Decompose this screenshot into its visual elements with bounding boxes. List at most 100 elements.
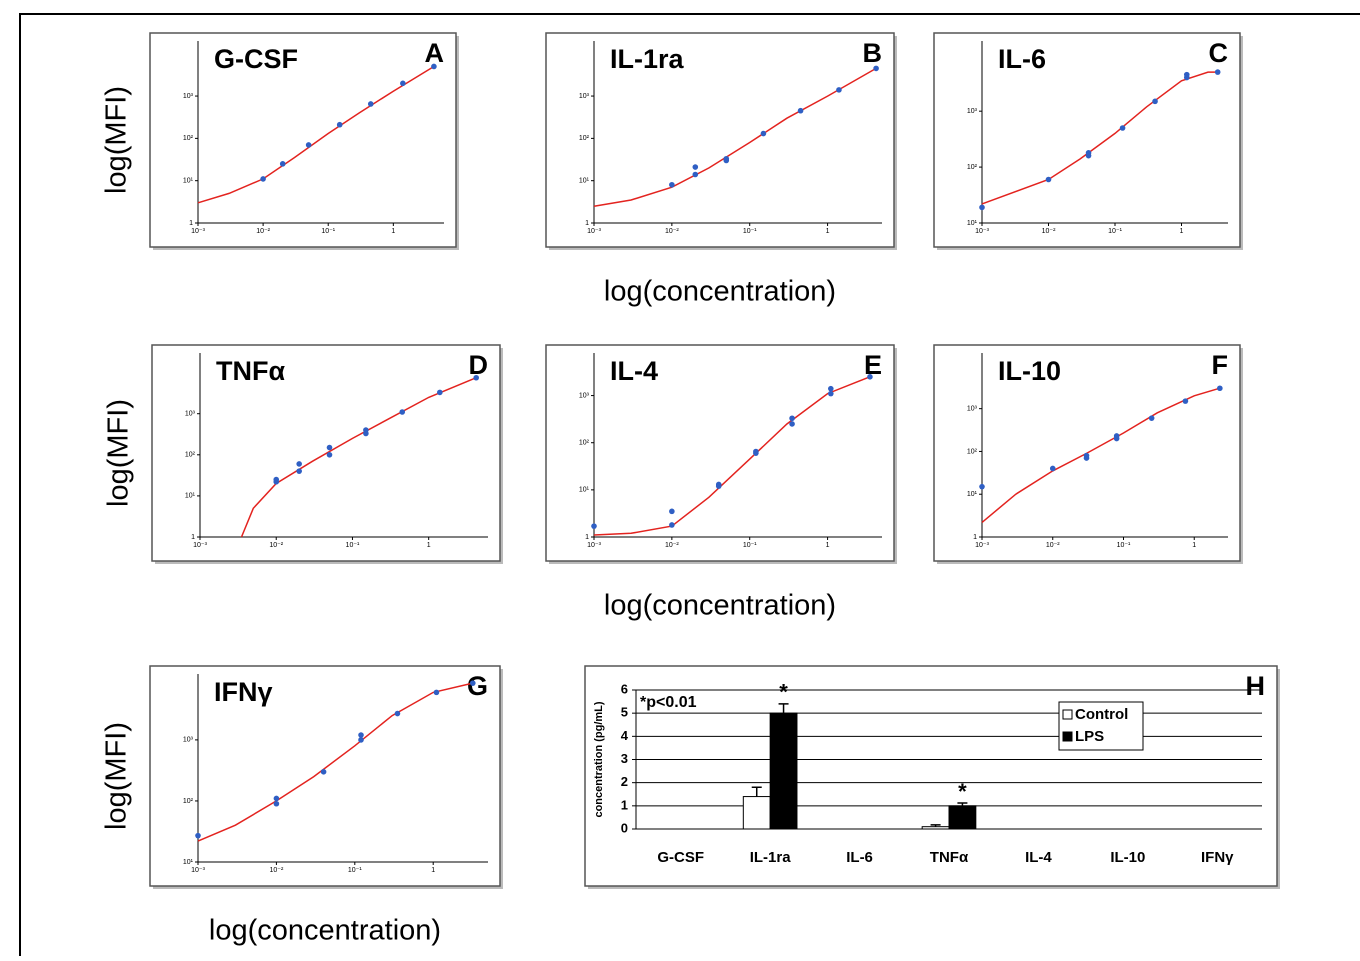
- bar: [948, 805, 977, 830]
- x-tick-label: 10⁻¹: [743, 542, 757, 549]
- x-tick-label: 10⁻³: [191, 867, 205, 874]
- data-point: [1113, 433, 1120, 439]
- y-tick-label: 5: [621, 705, 628, 720]
- data-point: [358, 732, 364, 738]
- y-tick-label: 1: [585, 220, 589, 227]
- data-point: [394, 710, 401, 717]
- panel-frame: [545, 344, 895, 562]
- data-point: [867, 374, 873, 380]
- x-axis-label: log(concentration): [604, 276, 836, 308]
- y-tick-label: 3: [621, 751, 628, 766]
- panel-frame: [545, 32, 895, 248]
- x-tick-label: 10⁻²: [269, 542, 283, 549]
- fit-curve: [240, 377, 477, 538]
- x-tick-label: TNFα: [930, 849, 969, 866]
- x-tick-label: 10⁻¹: [1117, 542, 1131, 549]
- data-point: [336, 121, 343, 128]
- data-point: [195, 832, 201, 839]
- data-point: [723, 155, 730, 162]
- fit-curve: [593, 376, 871, 536]
- x-tick-label: IFNγ: [1201, 849, 1234, 866]
- data-point: [363, 427, 369, 433]
- data-point: [797, 107, 804, 114]
- y-axis-label: log(MFI): [101, 722, 133, 830]
- data-point: [692, 164, 699, 170]
- x-tick-label: 1: [431, 867, 435, 874]
- x-tick-label: 10⁻³: [975, 542, 989, 549]
- data-point: [367, 101, 374, 107]
- legend-swatch: [1062, 709, 1073, 720]
- panel-letter: F: [1212, 350, 1229, 380]
- y-tick-label: 10¹: [967, 220, 978, 227]
- y-tick-label: 10³: [967, 108, 978, 115]
- y-tick-label: 10²: [579, 440, 590, 447]
- data-point: [1152, 98, 1158, 105]
- panel-letter: D: [469, 350, 489, 380]
- data-point: [828, 385, 834, 392]
- data-point: [273, 795, 280, 802]
- data-point: [273, 800, 280, 807]
- y-tick-label: 10³: [967, 406, 978, 413]
- x-tick-label: 10⁻²: [1046, 542, 1060, 549]
- y-tick-label: 0: [621, 820, 628, 835]
- legend-swatch: [1062, 731, 1073, 742]
- y-tick-label: 10²: [185, 452, 196, 459]
- x-tick-label: 10⁻¹: [346, 542, 360, 549]
- y-tick-label: 1: [621, 797, 628, 812]
- data-point: [305, 142, 312, 148]
- data-point: [400, 80, 406, 87]
- y-tick-label: 1: [189, 220, 193, 227]
- data-point: [1217, 385, 1223, 392]
- y-tick-label: 10³: [183, 737, 194, 744]
- x-axis-label: log(concentration): [604, 590, 836, 622]
- y-tick-label: 4: [621, 728, 629, 743]
- data-point: [473, 374, 479, 381]
- y-tick-label: 2: [621, 774, 628, 789]
- data-point: [1083, 452, 1090, 459]
- data-point: [873, 65, 879, 72]
- y-tick-label: 1: [191, 534, 195, 541]
- data-point: [1119, 125, 1126, 131]
- x-tick-label: IL-10: [1110, 849, 1145, 866]
- annotation: *p<0.01: [640, 694, 697, 711]
- chart-title: G-CSF: [214, 44, 298, 74]
- y-tick-label: 1: [585, 534, 589, 541]
- data-point: [1148, 415, 1155, 421]
- chart-title: IL-4: [610, 356, 658, 386]
- data-point: [828, 390, 834, 397]
- data-point: [399, 409, 406, 415]
- x-tick-label: 10⁻²: [665, 542, 679, 549]
- data-point: [433, 689, 440, 696]
- data-point: [273, 476, 280, 483]
- y-tick-label: 10²: [967, 164, 978, 171]
- y-tick-label: 10³: [579, 93, 590, 100]
- y-tick-label: 10³: [579, 392, 590, 399]
- y-tick-label: 10²: [967, 448, 978, 455]
- panel-frame: [584, 665, 1278, 887]
- chart-title: IL-10: [998, 356, 1061, 386]
- bar: [742, 796, 771, 830]
- y-tick-label: 10³: [183, 93, 194, 100]
- x-tick-label: 10⁻¹: [1108, 228, 1122, 235]
- data-point: [1214, 69, 1221, 75]
- x-tick-label: 10⁻³: [587, 228, 601, 235]
- data-point: [326, 452, 333, 458]
- data-point: [1045, 176, 1052, 183]
- y-tick-label: 10²: [183, 798, 194, 805]
- panel-frame: [933, 32, 1241, 248]
- error-bar: [957, 802, 968, 806]
- y-axis-label: log(MFI): [103, 399, 135, 507]
- data-point: [296, 468, 302, 474]
- x-tick-label: 10⁻²: [256, 228, 270, 235]
- fit-curve: [981, 71, 1218, 205]
- y-tick-label: 10¹: [183, 859, 194, 866]
- data-point: [669, 181, 675, 188]
- x-tick-label: 10⁻³: [587, 542, 601, 549]
- x-tick-label: 10⁻²: [665, 228, 679, 235]
- data-point: [1182, 398, 1189, 404]
- data-point: [326, 444, 333, 451]
- panel-letter: E: [864, 350, 882, 380]
- data-point: [979, 204, 985, 211]
- x-tick-label: 10⁻²: [269, 867, 283, 874]
- x-tick-label: 10⁻²: [1042, 228, 1056, 235]
